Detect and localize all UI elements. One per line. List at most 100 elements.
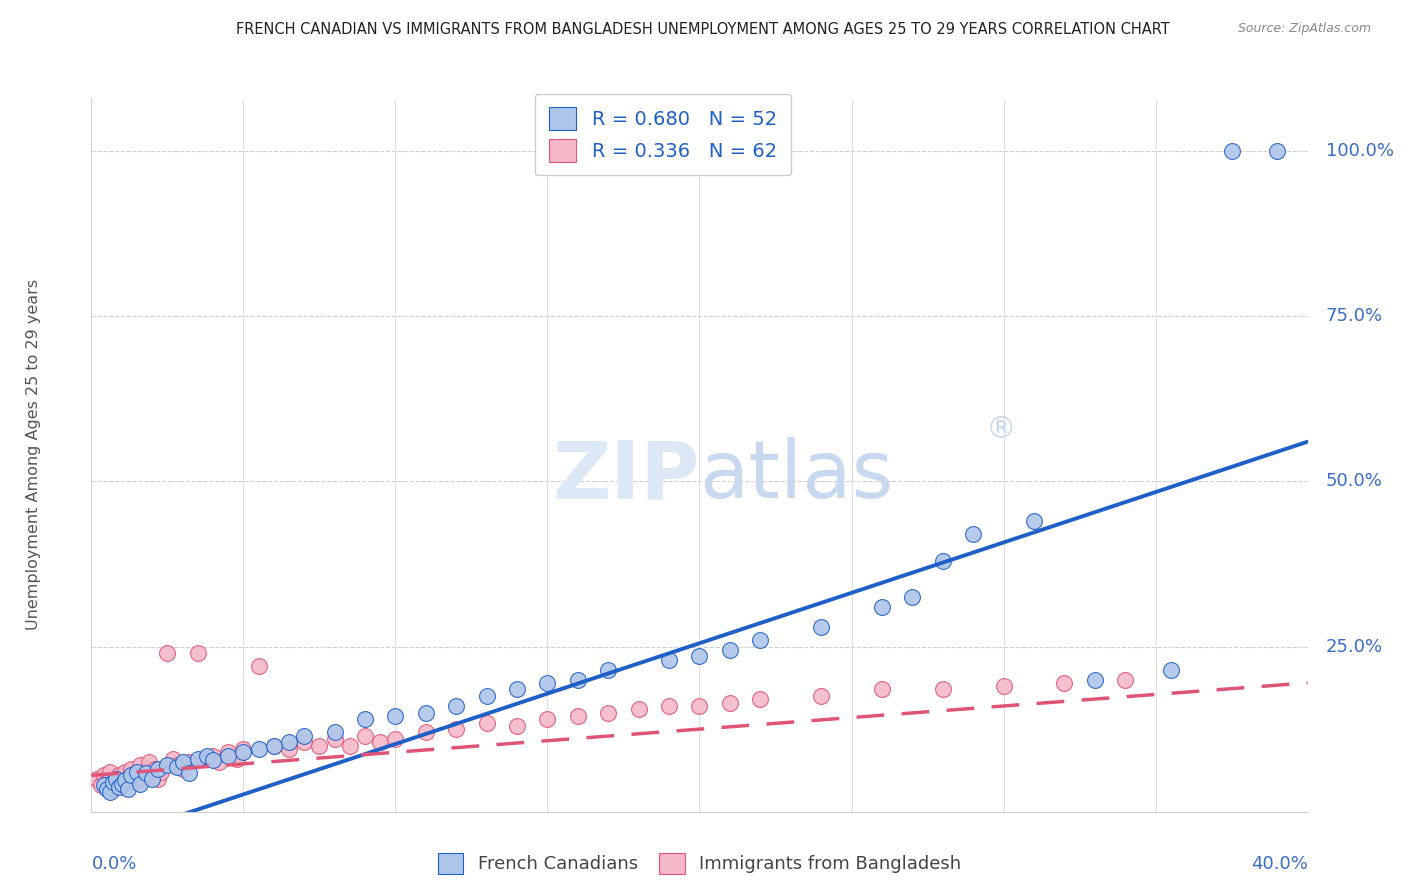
Point	[96, 775, 118, 789]
Point	[232, 745, 254, 759]
Point	[749, 692, 772, 706]
Point	[627, 702, 650, 716]
Point	[444, 722, 467, 736]
Point	[278, 742, 301, 756]
Point	[226, 752, 249, 766]
Point	[111, 777, 134, 791]
Point	[354, 712, 377, 726]
Point	[132, 772, 155, 786]
Point	[148, 772, 170, 786]
Point	[247, 742, 270, 756]
Point	[506, 682, 529, 697]
Text: 100.0%: 100.0%	[1326, 142, 1393, 160]
Point	[749, 632, 772, 647]
Point	[598, 663, 620, 677]
Point	[143, 762, 166, 776]
Text: 0.0%: 0.0%	[91, 855, 136, 872]
Text: FRENCH CANADIAN VS IMMIGRANTS FROM BANGLADESH UNEMPLOYMENT AMONG AGES 25 TO 29 Y: FRENCH CANADIAN VS IMMIGRANTS FROM BANGL…	[236, 22, 1170, 37]
Point	[96, 781, 118, 796]
Point	[263, 739, 285, 753]
Point	[166, 760, 188, 774]
Point	[187, 752, 209, 766]
Text: atlas: atlas	[699, 437, 894, 516]
Point	[278, 735, 301, 749]
Point	[104, 772, 127, 786]
Point	[138, 755, 160, 769]
Point	[810, 620, 832, 634]
Point	[1084, 673, 1107, 687]
Point	[150, 765, 173, 780]
Point	[688, 698, 710, 713]
Point	[217, 748, 239, 763]
Point	[148, 762, 170, 776]
Point	[931, 554, 953, 568]
Text: ZIP: ZIP	[553, 437, 699, 516]
Point	[98, 785, 121, 799]
Point	[415, 725, 437, 739]
Point	[354, 729, 377, 743]
Text: ®: ®	[986, 416, 1015, 444]
Point	[177, 755, 200, 769]
Point	[101, 781, 124, 796]
Point	[1220, 144, 1243, 158]
Point	[247, 659, 270, 673]
Point	[384, 709, 406, 723]
Point	[114, 765, 136, 780]
Point	[901, 590, 924, 604]
Point	[232, 742, 254, 756]
Point	[202, 748, 225, 763]
Point	[718, 643, 741, 657]
Point	[114, 772, 136, 787]
Point	[718, 696, 741, 710]
Point	[129, 777, 152, 791]
Point	[101, 775, 124, 789]
Point	[208, 755, 231, 769]
Point	[202, 753, 225, 767]
Point	[415, 706, 437, 720]
Point	[962, 527, 984, 541]
Point	[1022, 514, 1045, 528]
Point	[129, 758, 152, 772]
Point	[339, 739, 361, 753]
Point	[870, 682, 893, 697]
Point	[89, 778, 111, 792]
Point	[1265, 144, 1288, 158]
Point	[98, 765, 121, 780]
Point	[93, 768, 115, 782]
Point	[111, 778, 134, 792]
Point	[323, 725, 346, 739]
Point	[141, 772, 163, 786]
Text: 40.0%: 40.0%	[1251, 855, 1308, 872]
Point	[870, 599, 893, 614]
Point	[658, 653, 681, 667]
Point	[308, 739, 330, 753]
Point	[156, 758, 179, 772]
Point	[217, 745, 239, 759]
Point	[120, 768, 142, 782]
Point	[86, 772, 108, 786]
Point	[107, 780, 129, 794]
Point	[141, 768, 163, 782]
Point	[166, 758, 188, 772]
Point	[444, 698, 467, 713]
Point	[263, 739, 285, 753]
Point	[120, 762, 142, 776]
Point	[104, 772, 127, 786]
Point	[135, 765, 157, 780]
Point	[193, 752, 215, 766]
Point	[117, 772, 139, 786]
Point	[1160, 663, 1182, 677]
Point	[172, 755, 194, 769]
Point	[125, 768, 148, 782]
Point	[931, 682, 953, 697]
Point	[688, 649, 710, 664]
Point	[93, 778, 115, 792]
Point	[475, 715, 498, 730]
Point	[475, 689, 498, 703]
Point	[567, 673, 589, 687]
Legend: French Canadians, Immigrants from Bangladesh: French Canadians, Immigrants from Bangla…	[427, 842, 972, 885]
Point	[536, 676, 558, 690]
Point	[292, 735, 315, 749]
Point	[107, 768, 129, 782]
Point	[187, 646, 209, 660]
